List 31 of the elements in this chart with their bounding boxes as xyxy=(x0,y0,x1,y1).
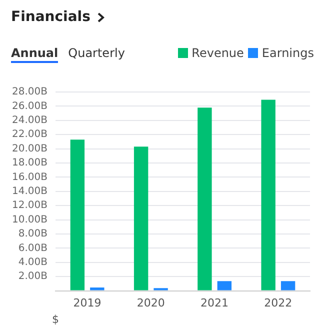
legend-label: Revenue xyxy=(190,46,244,60)
y-tick-label: 18.00B xyxy=(12,158,48,169)
y-tick-label: 28.00B xyxy=(12,86,48,98)
bar xyxy=(70,140,85,290)
y-axis-title: $ xyxy=(52,313,59,326)
x-tick-label: 2021 xyxy=(200,296,229,310)
y-tick-label: 22.00B xyxy=(12,129,48,140)
y-tick-label: 6.00B xyxy=(18,242,48,254)
y-tick-label: 8.00B xyxy=(18,228,48,240)
y-tick-label: 4.00B xyxy=(18,256,48,268)
y-tick-label: 10.00B xyxy=(12,214,48,226)
y-tick-label: 16.00B xyxy=(12,172,48,183)
bar xyxy=(90,287,104,290)
y-tick-label: 20.00B xyxy=(12,143,48,154)
x-tick-label: 2022 xyxy=(264,296,292,310)
bar xyxy=(261,100,276,290)
chart-title: Financials xyxy=(11,9,90,25)
bar xyxy=(280,281,296,290)
y-tick-label: 26.00B xyxy=(12,100,48,112)
y-tick-label: 14.00B xyxy=(12,186,48,197)
legend-label: Earnings xyxy=(260,46,314,60)
y-tick-label: 24.00B xyxy=(12,114,48,126)
x-tick-label: 2020 xyxy=(136,296,165,310)
text: Quarterly xyxy=(68,46,125,62)
y-tick-label: 12.00B xyxy=(12,200,48,212)
bar xyxy=(198,108,212,290)
x-tick-label: 2019 xyxy=(73,296,102,310)
bar xyxy=(134,146,148,290)
y-tick-label: 2.00B xyxy=(18,271,48,282)
text: Annual xyxy=(11,46,58,63)
bar xyxy=(217,281,232,290)
